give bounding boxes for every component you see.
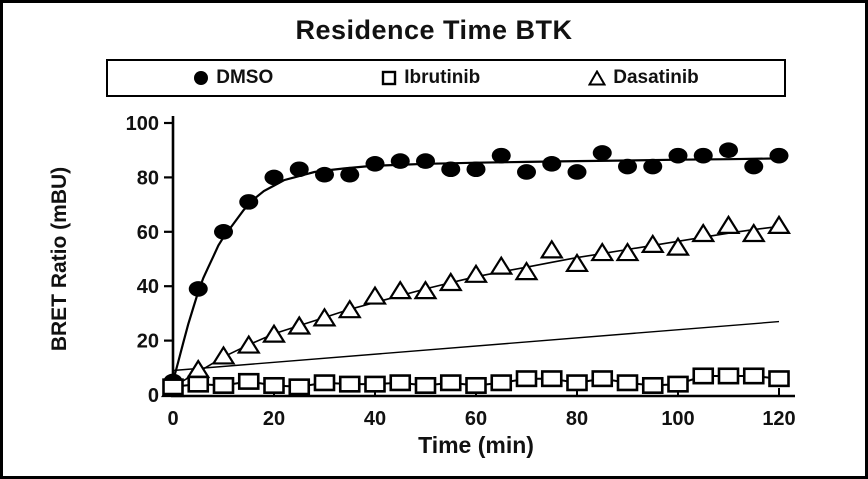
y-tick-label: 20 — [137, 331, 159, 353]
y-tick-label: 40 — [137, 276, 159, 298]
chart-title: Residence Time BTK — [295, 15, 573, 45]
x-tick-label: 120 — [762, 408, 795, 430]
dmso-points — [163, 142, 789, 390]
x-tick-label: 0 — [167, 408, 178, 430]
y-tick-label: 60 — [137, 222, 159, 244]
trend-line — [172, 320, 780, 372]
x-axis-title: Time (min) — [418, 432, 534, 458]
ibrutinib-points — [162, 367, 790, 396]
legend-item-ibrutinib: Ibrutinib — [381, 67, 480, 89]
x-tick-label: 60 — [465, 408, 487, 430]
legend-label-dasatinib: Dasatinib — [613, 67, 699, 88]
x-tick-label: 20 — [263, 408, 285, 430]
filled-circle-icon — [193, 70, 209, 86]
x-tick-label: 40 — [364, 408, 386, 430]
open-triangle-icon — [588, 70, 607, 86]
x-tick-label: 100 — [661, 408, 694, 430]
open-square-icon — [381, 70, 397, 86]
x-tick-label: 80 — [566, 408, 588, 430]
legend-item-dasatinib: Dasatinib — [588, 67, 699, 89]
y-tick-label: 80 — [137, 167, 159, 189]
legend-label-dmso: DMSO — [216, 67, 274, 88]
legend: DMSO Ibrutinib Dasatinib — [106, 59, 786, 97]
legend-label-ibrutinib: Ibrutinib — [404, 67, 481, 88]
dasatinib-points — [161, 214, 791, 398]
axis-ticks: 0 20 40 60 80 100 0 20 40 60 80 100 120 — [126, 113, 796, 430]
y-tick-label: 0 — [148, 385, 159, 407]
y-tick-label: 100 — [126, 113, 159, 135]
chart-svg: 0 20 40 60 80 100 0 20 40 60 80 100 120 — [126, 113, 796, 430]
legend-item-dmso: DMSO — [193, 67, 273, 89]
